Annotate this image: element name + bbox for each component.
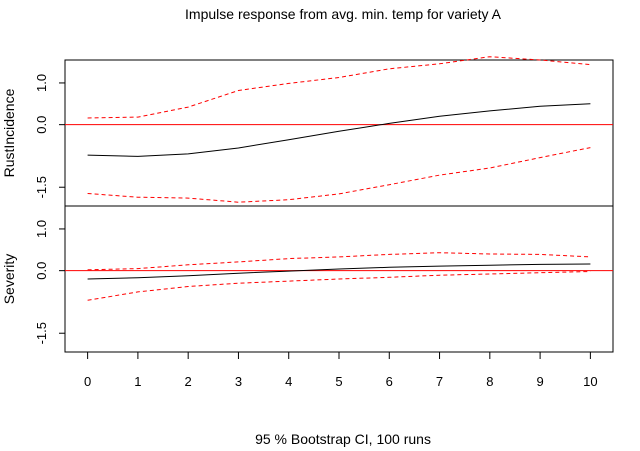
rust-incidence-ylabel: RustIncidence	[1, 88, 17, 177]
severity-panel: Severity 1.0 0.0 -1.5	[1, 205, 614, 353]
rust-incidence-lower-ci-line	[87, 147, 591, 203]
rust-incidence-ytick-label: -1.5	[34, 176, 49, 198]
x-tick-label: 6	[386, 374, 393, 389]
severity-lower-ci-line	[87, 271, 591, 301]
x-axis: 0 1 2 3 4 5 6 7 8 9 10	[84, 351, 598, 389]
x-tick-label: 5	[335, 374, 342, 389]
severity-ylabel: Severity	[1, 254, 17, 305]
rust-incidence-plot-frame	[64, 59, 614, 207]
rust-incidence-upper-ci-line	[87, 56, 591, 119]
x-tick-label: 0	[84, 374, 91, 389]
x-tick-label: 1	[134, 374, 141, 389]
severity-ytick-label: 0.0	[34, 262, 49, 280]
rust-incidence-response-line	[87, 103, 591, 157]
chart-title: Impulse response from avg. min. temp for…	[185, 6, 502, 22]
x-tick-label: 3	[235, 374, 242, 389]
rust-incidence-ytick-label: 0.0	[34, 116, 49, 134]
rust-incidence-series	[87, 56, 591, 203]
severity-ytick-label: 1.0	[34, 220, 49, 238]
severity-y-axis: 1.0 0.0 -1.5	[34, 220, 65, 344]
x-tick-label: 9	[536, 374, 543, 389]
rust-incidence-panel: RustIncidence 1.0 0.0 -1.5	[1, 56, 614, 207]
x-tick-label: 8	[486, 374, 493, 389]
severity-upper-ci-line	[87, 252, 591, 271]
x-tick-label: 10	[583, 374, 597, 389]
severity-ytick-label: -1.5	[34, 322, 49, 344]
x-tick-label: 2	[185, 374, 192, 389]
rust-incidence-ytick-label: 1.0	[34, 74, 49, 92]
x-tick-label: 7	[436, 374, 443, 389]
severity-series	[87, 252, 591, 301]
x-tick-label: 4	[285, 374, 292, 389]
severity-response-line	[87, 263, 591, 280]
chart-subtitle: 95 % Bootstrap CI, 100 runs	[255, 431, 431, 447]
rust-incidence-y-axis: 1.0 0.0 -1.5	[34, 74, 65, 198]
